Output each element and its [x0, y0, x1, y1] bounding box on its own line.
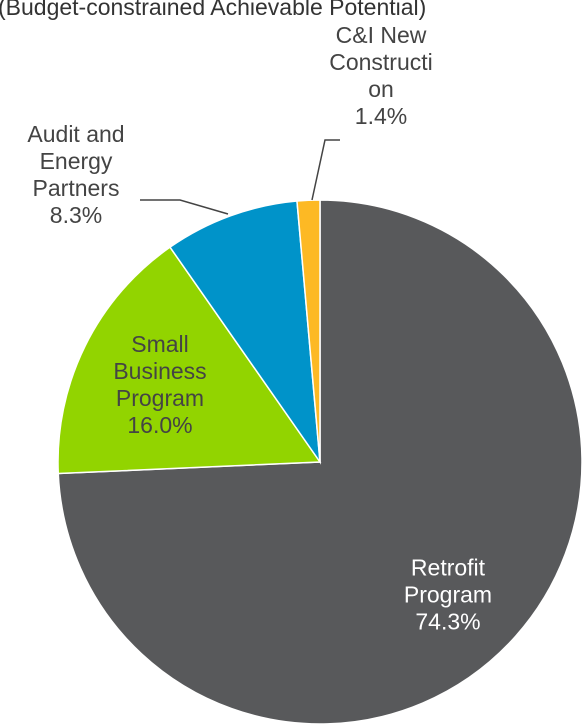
- pie-slice: [168, 200, 321, 465]
- chart-subtitle: (Budget-constrained Achievable Potential…: [0, 0, 427, 20]
- value-label: 8.3%: [49, 202, 103, 228]
- category-label: Audit and Energy Partners: [27, 121, 125, 201]
- slice-label: Small Business Program 16.0%: [90, 331, 230, 439]
- pie-slice: [296, 199, 321, 463]
- slice-label: Audit and Energy Partners 8.3%: [1, 121, 151, 229]
- slice-label: C&I New Construction 1.4%: [326, 22, 436, 130]
- value-label: 74.3%: [415, 608, 481, 635]
- slice-label: Retrofit Program 74.3%: [378, 555, 518, 636]
- leader-line: [140, 199, 229, 215]
- value-label: 1.4%: [354, 103, 408, 129]
- category-label: C&I New Construction: [329, 22, 433, 102]
- leader-line: [311, 139, 340, 201]
- pie-slice: [57, 246, 322, 475]
- category-label: Retrofit Program: [403, 554, 493, 608]
- category-label: Small Business Program: [113, 331, 207, 411]
- value-label: 16.0%: [127, 412, 193, 438]
